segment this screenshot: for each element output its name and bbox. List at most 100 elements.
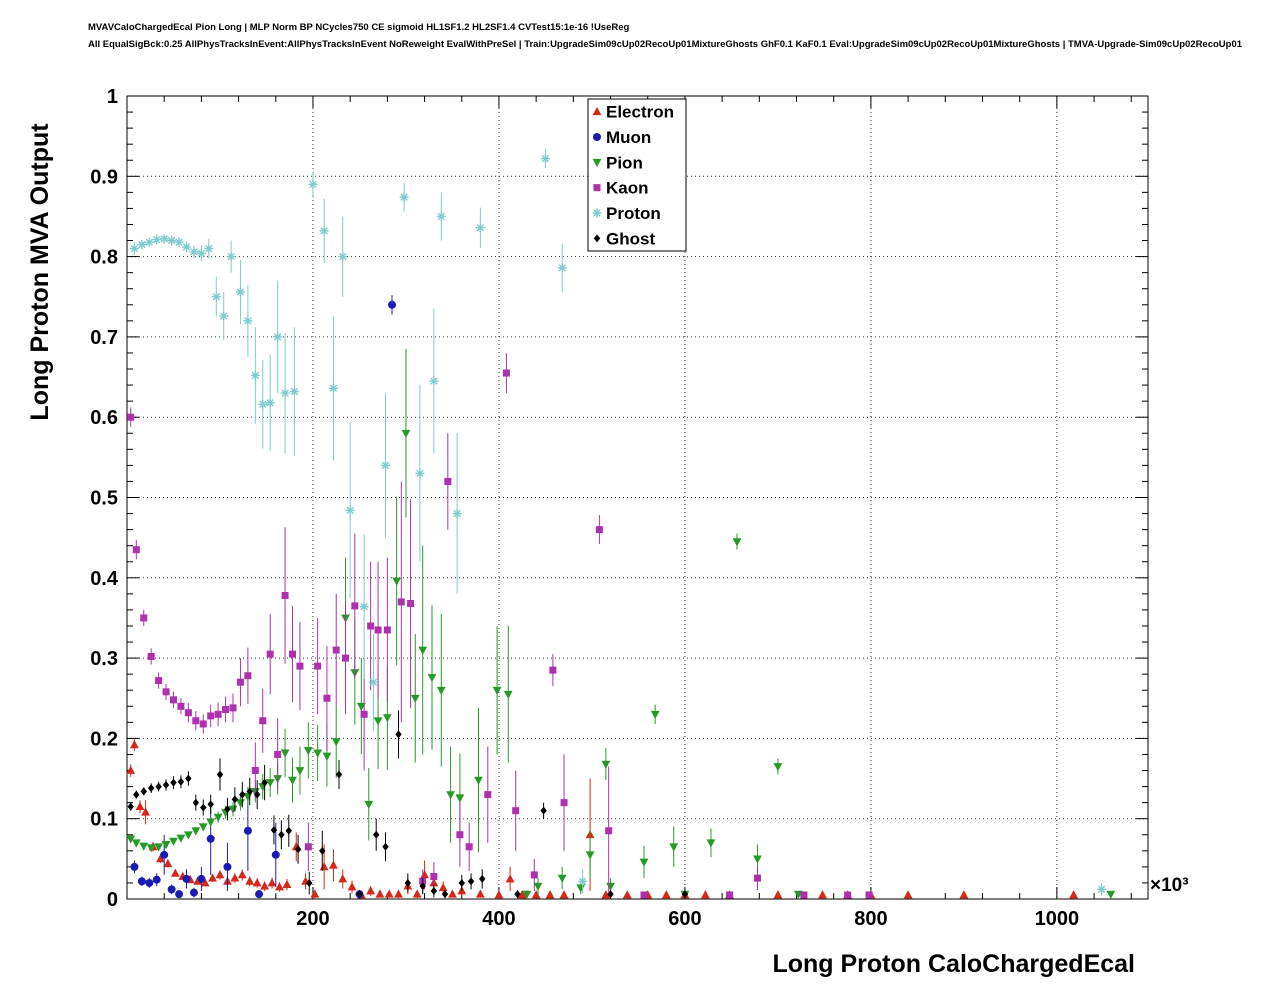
electron-marker (531, 890, 541, 899)
proton-marker (167, 236, 177, 246)
kaon-marker (259, 717, 267, 725)
proton-marker (243, 316, 253, 326)
proton-marker (265, 398, 275, 408)
kaon-marker (332, 646, 340, 654)
proton-marker (219, 311, 229, 321)
pion-marker (650, 710, 660, 720)
electron-marker (1069, 890, 1079, 899)
ghost-marker (294, 845, 302, 854)
proton-marker (129, 244, 139, 254)
asterisk-arm (273, 333, 282, 341)
legend-label: Electron (606, 103, 674, 122)
series-proton (129, 148, 1107, 896)
asterisk-arm (453, 509, 461, 518)
x-tick-label: 800 (854, 908, 887, 930)
electron-marker (661, 890, 671, 899)
asterisk-arm (369, 678, 378, 686)
kaon-marker (351, 602, 359, 610)
kaon-marker (207, 712, 215, 720)
kaon-marker (296, 662, 304, 670)
proton-marker (174, 237, 184, 247)
asterisk-arm (212, 293, 220, 301)
electron-marker (252, 878, 262, 887)
proton-marker (578, 876, 588, 886)
muon-marker (160, 850, 169, 859)
kaon-marker (177, 702, 185, 710)
kaon-marker (184, 709, 192, 717)
kaon-marker (844, 891, 852, 899)
pion-marker (576, 884, 586, 893)
ghost-marker (395, 730, 402, 739)
pion-marker (669, 843, 679, 852)
kaon-marker (397, 598, 405, 606)
ghost-marker (514, 890, 521, 899)
tick-labels-layer: 200 400 600 800 1000 0 0.1 0.2 0.3 0.4 0.5 0.6 0.7 0.… (90, 86, 1079, 930)
muon-marker (137, 877, 146, 886)
kaon-marker (549, 666, 557, 674)
legend-item-muon: Muon (593, 128, 651, 147)
pion-marker (455, 794, 465, 803)
pion-marker (522, 890, 532, 899)
electron-marker (347, 882, 357, 891)
asterisk-arm (281, 389, 289, 397)
electron-marker (126, 765, 136, 774)
legend-label: Ghost (606, 229, 655, 248)
asterisk-arm (593, 209, 601, 217)
electron-marker (329, 860, 338, 869)
electron-marker (773, 890, 783, 899)
proton-marker (328, 383, 338, 393)
electron-marker (135, 801, 145, 811)
legend-item-pion: Pion (592, 153, 643, 172)
electron-marker (260, 881, 270, 890)
ghost-marker (162, 780, 170, 789)
kaon-marker (342, 654, 350, 662)
x-tick-label: 1000 (1035, 908, 1080, 930)
pion-marker (373, 717, 383, 726)
kaon-marker (367, 622, 375, 630)
proton-marker (159, 234, 169, 244)
ghost-marker (593, 234, 601, 243)
electron-marker (559, 890, 569, 899)
asterisk-arm (182, 243, 191, 251)
electron-marker (601, 890, 611, 899)
electron-marker (338, 874, 348, 883)
ghost-marker (404, 878, 412, 887)
muon-marker (223, 862, 232, 871)
ghost-marker (246, 787, 253, 796)
asterisk-arm (360, 603, 368, 611)
pion-marker (592, 158, 602, 168)
proton-marker (1097, 884, 1107, 894)
kaon-marker (640, 891, 648, 899)
muon-marker (255, 890, 264, 899)
asterisk-arm (430, 377, 438, 385)
asterisk-arm (320, 227, 328, 235)
pion-marker (773, 763, 783, 772)
kaon-marker (484, 791, 492, 799)
kaon-marker (444, 477, 452, 485)
asterisk-arm (227, 252, 235, 261)
x-tick-label: 200 (296, 908, 329, 930)
pion-marker (126, 835, 136, 844)
legend-label: Kaon (606, 179, 649, 198)
electron-marker (282, 879, 292, 888)
series-kaon (127, 352, 873, 899)
electron-marker (215, 870, 225, 879)
kaon-marker (605, 827, 613, 835)
x-axis-exponent: ×10³ (1150, 875, 1189, 896)
muon-marker (182, 874, 191, 883)
pion-marker (503, 690, 513, 700)
electron-marker (517, 890, 527, 899)
legend-item-kaon: Kaon (593, 179, 649, 198)
proton-marker (452, 509, 462, 519)
y-tick-label: 0.9 (90, 166, 118, 188)
electron-marker (275, 882, 284, 891)
legend-item-proton: Proton (592, 204, 661, 223)
plot-title-line1: MVAVCaloChargedEcal Pion Long | MLP Norm… (88, 22, 630, 33)
pion-marker (492, 686, 502, 696)
ghost-marker (319, 846, 326, 855)
electron-marker (903, 890, 913, 899)
ghost-marker (192, 798, 200, 807)
pion-marker (356, 702, 366, 712)
ghost-marker (335, 770, 343, 779)
pion-marker (706, 839, 716, 848)
